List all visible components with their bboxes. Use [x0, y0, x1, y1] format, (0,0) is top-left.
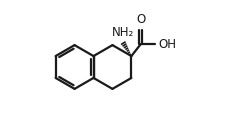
Text: NH₂: NH₂	[111, 26, 133, 39]
Text: O: O	[136, 13, 145, 26]
Text: OH: OH	[158, 38, 176, 51]
